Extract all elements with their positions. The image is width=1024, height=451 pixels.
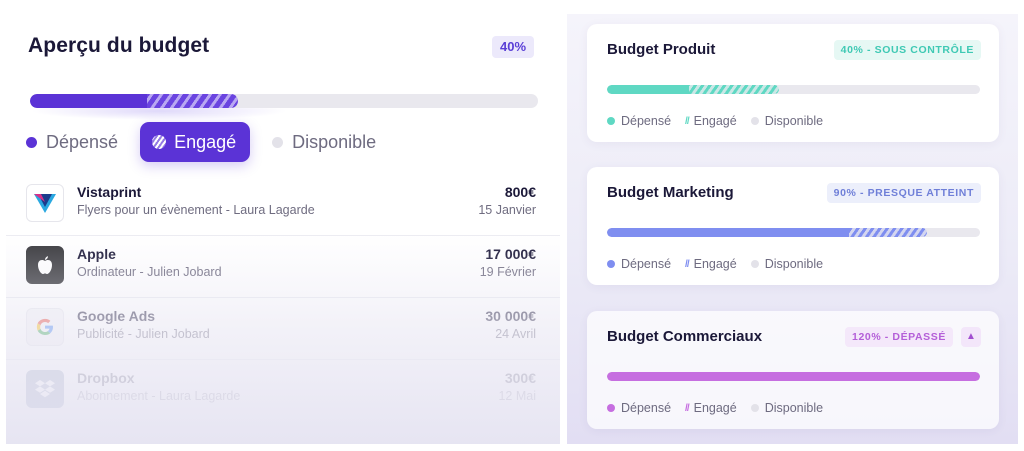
spent-dot-icon (26, 136, 37, 148)
percent-badge: 40% (492, 36, 535, 58)
transaction-amount: 800€ (504, 184, 536, 200)
spent-dot-icon (607, 260, 615, 268)
budget-card-title: Budget Produit (607, 41, 716, 58)
vistaprint-logo-icon (26, 184, 64, 222)
legend-available: Disponible (750, 401, 824, 415)
legend-available: Disponible (750, 114, 824, 128)
progress-engaged-segment (849, 228, 927, 237)
legend-engage-button[interactable]: Engagé (140, 122, 251, 162)
legend-depense-button[interactable]: Dépensé (26, 122, 118, 162)
legend-label: Disponible (292, 131, 377, 152)
budget-card-marketing[interactable]: Budget Marketing 90% - PRESQUE ATTEINT D… (587, 167, 999, 285)
available-dot-icon (272, 136, 284, 148)
dropbox-logo-icon (26, 370, 64, 408)
budget-progress-bar (607, 372, 980, 381)
legend-spent: Dépensé (607, 257, 671, 271)
budget-card-commerciaux[interactable]: Budget Commerciaux 120% - DÉPASSÉ ▲ Dépe… (587, 311, 999, 429)
legend-disponible-button[interactable]: Disponible (272, 122, 376, 162)
status-badge: 90% - PRESQUE ATTEINT (826, 183, 981, 203)
transaction-name: Apple (77, 246, 116, 262)
legend-label: Dépensé (621, 401, 672, 415)
hatch-icon: // (685, 258, 689, 270)
legend-label: Dépensé (46, 131, 119, 152)
hatch-icon: // (685, 115, 689, 127)
legend-label: Engagé (693, 257, 737, 271)
transaction-name: Dropbox (77, 370, 135, 386)
budget-progress-bar (607, 228, 980, 237)
warning-icon: ▲ (961, 327, 981, 347)
apple-logo-icon (26, 246, 64, 284)
transaction-name: Vistaprint (77, 184, 142, 200)
budget-progress-bar (607, 85, 980, 94)
budget-card-produit[interactable]: Budget Produit 40% - SOUS CONTRÔLE Dépen… (587, 24, 999, 142)
legend-label: Engagé (693, 114, 737, 128)
legend-label: Engagé (174, 131, 237, 152)
progress-spent-segment (30, 94, 147, 108)
transaction-row[interactable]: Apple Ordinateur - Julien Jobard 17 000€… (6, 236, 560, 298)
available-dot-icon (750, 117, 759, 125)
progress-spent-segment (607, 228, 849, 237)
legend-label: Engagé (693, 401, 737, 415)
transaction-amount: 17 000€ (485, 246, 536, 262)
spent-dot-icon (607, 404, 615, 412)
transaction-row[interactable]: Google Ads Publicité - Julien Jobard 30 … (6, 298, 560, 360)
legend-available: Disponible (750, 257, 824, 271)
transaction-date: 15 Janvier (478, 203, 536, 217)
status-badge: 120% - DÉPASSÉ (845, 327, 953, 347)
transaction-date: 12 Mai (498, 389, 536, 403)
transaction-date: 19 Février (479, 265, 536, 279)
budget-overview-panel: Aperçu du budget 40% Dépensé Engagé Disp… (6, 14, 560, 444)
transaction-amount: 30 000€ (485, 308, 536, 324)
legend-spent: Dépensé (607, 114, 671, 128)
transaction-row[interactable]: Vistaprint Flyers pour un évènement - La… (6, 174, 560, 236)
budget-card-title: Budget Commerciaux (607, 328, 763, 345)
card-legend: Dépensé // Engagé Disponible (607, 401, 837, 415)
card-legend: Dépensé // Engagé Disponible (607, 257, 837, 271)
available-dot-icon (750, 404, 759, 412)
transaction-description: Abonnement - Laura Lagarde (77, 389, 241, 403)
transaction-amount: 300€ (504, 370, 536, 386)
transaction-description: Flyers pour un évènement - Laura Lagarde (77, 203, 315, 217)
progress-spent-segment (607, 85, 689, 94)
transaction-name: Google Ads (77, 308, 156, 324)
transaction-row[interactable]: Dropbox Abonnement - Laura Lagarde 300€ … (6, 360, 560, 422)
transaction-date: 24 Avril (495, 327, 536, 341)
progress-engaged-segment (147, 94, 238, 108)
available-dot-icon (750, 260, 759, 268)
hatch-circle-icon (152, 135, 167, 149)
legend-label: Disponible (764, 401, 824, 415)
budget-card-title: Budget Marketing (607, 184, 734, 201)
legend-engaged: // Engagé (685, 401, 737, 415)
legend-filter: Dépensé Engagé Disponible (26, 122, 398, 162)
budget-progress-bar (30, 94, 538, 108)
legend-spent: Dépensé (607, 401, 671, 415)
spent-dot-icon (607, 117, 615, 125)
legend-label: Dépensé (621, 114, 672, 128)
legend-label: Disponible (764, 114, 824, 128)
hatch-icon: // (685, 402, 689, 414)
transaction-description: Ordinateur - Julien Jobard (77, 265, 222, 279)
status-badge: 40% - SOUS CONTRÔLE (833, 40, 981, 60)
progress-engaged-segment (689, 85, 779, 94)
card-legend: Dépensé // Engagé Disponible (607, 114, 837, 128)
legend-label: Dépensé (621, 257, 672, 271)
progress-spent-segment (607, 372, 980, 381)
transaction-description: Publicité - Julien Jobard (77, 327, 210, 341)
legend-engaged: // Engagé (685, 257, 737, 271)
legend-engaged: // Engagé (685, 114, 737, 128)
google-logo-icon (26, 308, 64, 346)
page-title: Aperçu du budget (28, 34, 210, 57)
legend-label: Disponible (764, 257, 824, 271)
budget-cards-panel: Budget Produit 40% - SOUS CONTRÔLE Dépen… (567, 14, 1018, 444)
